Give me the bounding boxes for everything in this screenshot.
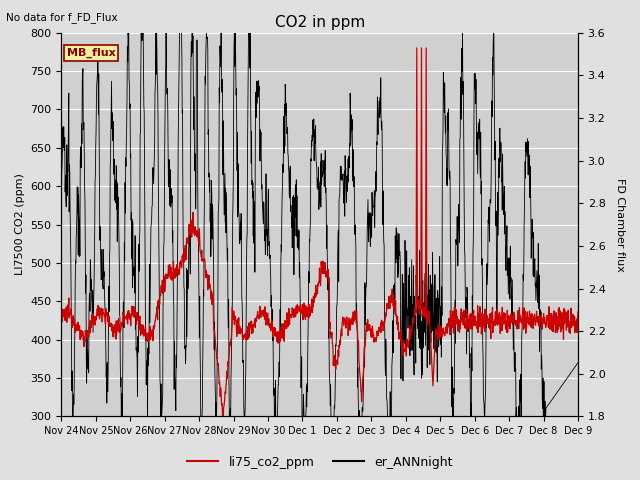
Y-axis label: LI7500 CO2 (ppm): LI7500 CO2 (ppm) (15, 174, 25, 276)
Text: No data for f_FD_Flux: No data for f_FD_Flux (6, 12, 118, 23)
Legend: li75_co2_ppm, er_ANNnight: li75_co2_ppm, er_ANNnight (182, 451, 458, 474)
Y-axis label: FD Chamber flux: FD Chamber flux (615, 178, 625, 272)
Text: MB_flux: MB_flux (67, 48, 115, 58)
Title: CO2 in ppm: CO2 in ppm (275, 15, 365, 30)
